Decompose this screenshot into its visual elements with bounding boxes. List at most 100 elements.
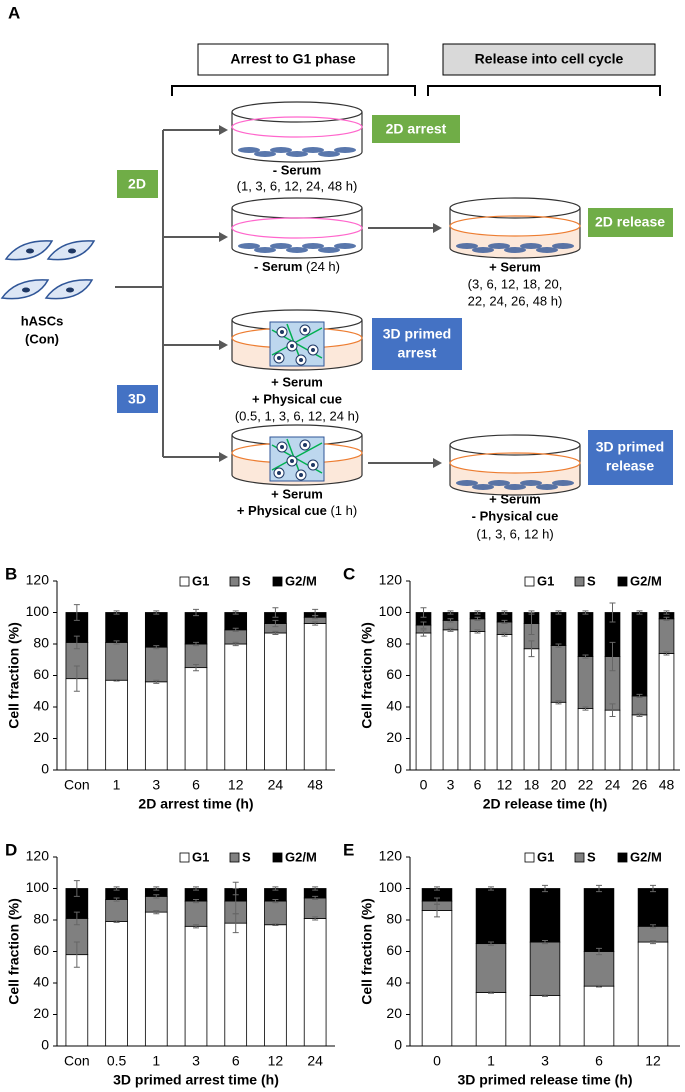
cell-2d	[456, 243, 478, 249]
panel-label: C	[343, 564, 355, 583]
source-label: hASCs	[21, 313, 64, 328]
x-axis-title: 3D primed arrest time (h)	[113, 1072, 279, 1088]
x-tick-label: 6	[232, 1053, 240, 1069]
x-tick-label: 18	[524, 777, 540, 793]
cell-2d	[488, 480, 510, 486]
y-tick-label: 120	[26, 848, 50, 864]
error-bar	[272, 619, 279, 628]
error-bar	[609, 641, 616, 672]
bar-segment	[105, 679, 128, 771]
legend-label: S	[242, 573, 251, 588]
cell-nucleus	[311, 348, 315, 352]
error-bar	[528, 640, 535, 658]
bar-segment	[303, 623, 327, 771]
legend-swatch	[524, 852, 535, 863]
arrow-head	[433, 458, 442, 468]
medium-level	[449, 215, 581, 237]
stage-header: Release into cell cycle	[475, 51, 624, 67]
error-bar	[609, 602, 616, 623]
error-bar	[232, 627, 239, 632]
error-bar	[663, 651, 670, 656]
error-bar	[434, 886, 440, 891]
x-tick-label: 1	[487, 1053, 495, 1069]
error-bar	[501, 619, 508, 625]
y-tick-label: 60	[386, 666, 402, 682]
x-tick-label: 12	[497, 777, 513, 793]
x-axis-title: 2D release time (h)	[483, 796, 608, 812]
x-tick-label: 26	[632, 777, 648, 793]
y-tick-label: 40	[33, 974, 49, 990]
error-bar	[272, 607, 279, 618]
error-bar	[73, 911, 80, 926]
bar-segment	[144, 646, 168, 683]
bar-segment	[184, 900, 208, 927]
dish-body	[231, 435, 363, 486]
x-tick-label: 1	[113, 777, 121, 793]
x-tick-label: 1	[152, 1053, 160, 1069]
error-bar	[555, 700, 562, 705]
x-tick-label: 20	[551, 777, 567, 793]
error-bar	[663, 610, 670, 615]
error-bar	[113, 678, 120, 682]
error-bar	[153, 910, 160, 915]
error-bar	[488, 991, 494, 994]
error-bar	[272, 923, 279, 927]
condition-text: - Serum	[254, 259, 302, 274]
bar-segment	[105, 642, 128, 681]
error-bar	[312, 895, 319, 901]
bar-segment	[583, 951, 615, 987]
cell-nucleus	[311, 463, 315, 467]
bar-segment	[184, 612, 208, 645]
group-label: 3D	[128, 391, 146, 407]
error-bar	[447, 610, 454, 615]
x-tick-label: 22	[578, 777, 594, 793]
legend-label: G1	[537, 573, 554, 588]
x-tick-label: 0.5	[107, 1053, 127, 1069]
condition-tag	[372, 115, 460, 143]
y-tick-label: 120	[379, 848, 403, 864]
y-tick-label: 60	[33, 666, 49, 682]
bar-segment	[583, 985, 615, 1047]
legend-swatch	[272, 852, 283, 863]
y-tick-label: 100	[26, 603, 50, 619]
cell-nucleus	[66, 287, 74, 293]
cell-2d	[334, 147, 356, 153]
cell-nucleus	[277, 471, 281, 475]
header-box	[442, 43, 656, 76]
legend-label: G2/M	[630, 849, 662, 864]
x-tick-label: 3	[447, 777, 455, 793]
condition-tag-text: arrest	[398, 345, 437, 361]
bar-segment	[224, 922, 248, 1047]
error-bar	[636, 610, 643, 615]
bar-segment	[583, 888, 615, 952]
bar-segment	[105, 899, 128, 922]
bar-segment	[658, 618, 675, 654]
error-bar	[596, 984, 602, 988]
error-bar	[582, 654, 589, 659]
x-tick-label: 12	[645, 1053, 661, 1069]
cell-2d	[488, 243, 510, 249]
x-tick-label: 12	[228, 777, 244, 793]
y-tick-label: 120	[379, 572, 403, 588]
cell-nucleus	[26, 248, 34, 254]
group-label: 2D	[128, 176, 146, 192]
error-bar	[420, 621, 427, 629]
condition-tag	[588, 430, 673, 485]
arrow-head	[219, 232, 228, 242]
y-axis-title: Cell fraction (%)	[359, 898, 375, 1005]
y-tick-label: 40	[33, 698, 49, 714]
source-label: (Con)	[25, 331, 59, 346]
cell-2d	[270, 147, 292, 153]
cell-2d	[504, 247, 526, 253]
bar-segment	[421, 910, 453, 1047]
error-bar	[596, 884, 602, 893]
error-bar	[312, 608, 319, 617]
error-bar	[555, 643, 562, 648]
legend-label: S	[242, 849, 251, 864]
dish-rim	[231, 101, 363, 123]
condition-text: (24 h)	[306, 259, 340, 274]
bar-segment	[475, 992, 507, 1047]
condition-text: - Serum	[273, 162, 321, 177]
y-tick-label: 20	[33, 1005, 49, 1021]
cell-nucleus	[290, 459, 294, 463]
